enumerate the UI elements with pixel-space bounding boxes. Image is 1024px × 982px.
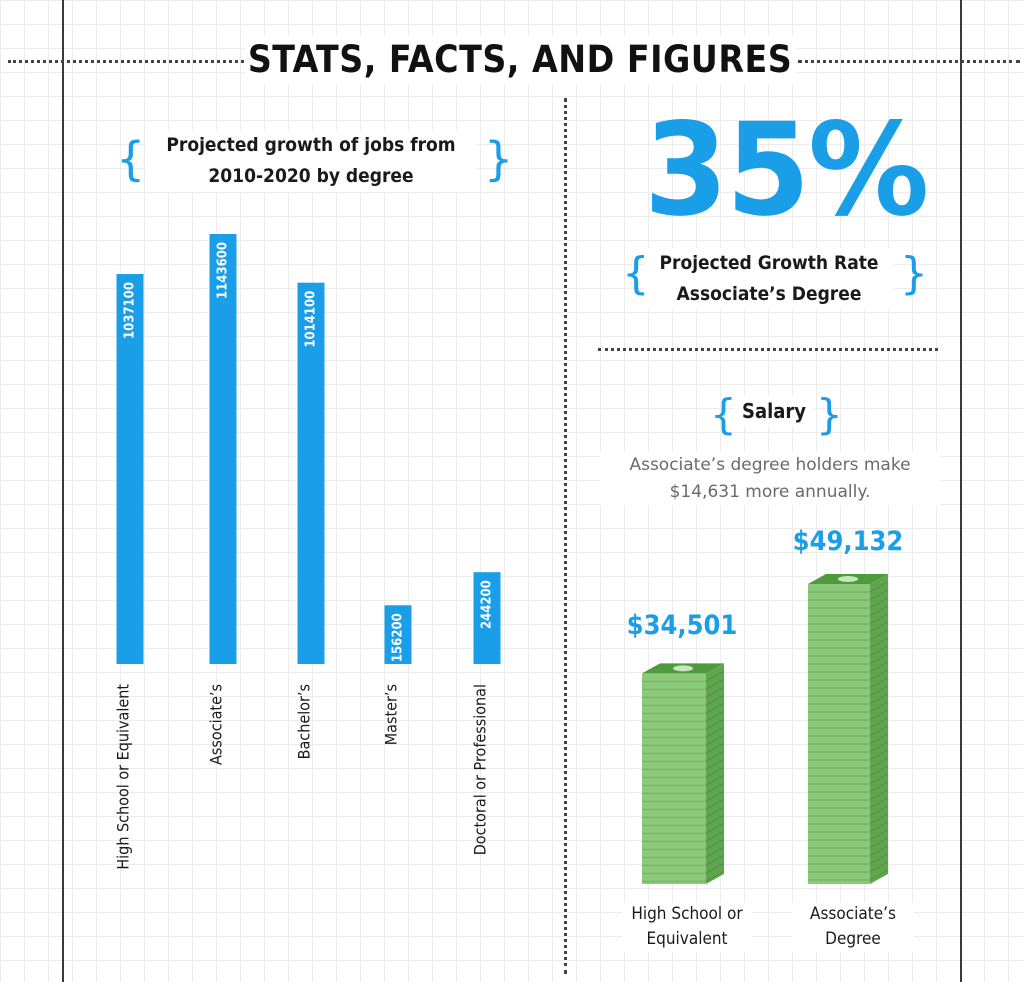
bar-4 (384, 605, 412, 664)
salary-value-associates: $49,132 (792, 526, 904, 557)
title-rule-left (8, 60, 244, 63)
salary-description: Associate’s degree holders make $14,631 … (600, 452, 940, 506)
salary-heading: Salary (734, 396, 814, 427)
left-brace-icon: { (710, 390, 737, 439)
salary-value-high-school: $34,501 (626, 610, 738, 641)
salary-label-associates: Associate’s Degree (792, 902, 914, 952)
money-stack-2 (808, 574, 889, 884)
jobs-chart-title: Projected growth of jobs from 2010-2020 … (146, 130, 476, 192)
bar-3 (297, 282, 325, 664)
right-brace-icon: } (484, 132, 514, 186)
bar-category-label: Doctoral or Professional (471, 684, 490, 855)
growth-rate-value: 35% (644, 96, 929, 245)
bar-1 (116, 274, 144, 664)
bar-value-label: 1143600 (216, 242, 231, 299)
salary-label-high-school: High School or Equivalent (622, 902, 752, 952)
bar-category-label: High School or Equivalent (114, 684, 133, 870)
column-divider (564, 98, 567, 974)
bar-value-label: 1014100 (304, 291, 319, 348)
right-brace-icon: } (900, 248, 928, 299)
money-stack-1 (642, 663, 725, 884)
bar-value-label: 156200 (391, 613, 406, 662)
bar-2 (209, 234, 237, 664)
bar-value-label: 1037100 (123, 282, 138, 339)
page-title: STATS, FACTS, AND FIGURES (244, 36, 796, 84)
bar-value-label: 244200 (480, 580, 495, 629)
left-brace-icon: { (116, 132, 146, 186)
title-rule-right (798, 60, 1020, 63)
bar-category-label: Master’s (382, 684, 401, 745)
right-border-line (960, 0, 962, 982)
right-brace-icon: } (816, 390, 843, 439)
left-border-line (62, 0, 64, 982)
bar-5 (473, 572, 501, 664)
bar-category-label: Associate’s (207, 684, 226, 765)
bar-category-label: Bachelor’s (295, 684, 314, 759)
section-divider (598, 348, 938, 351)
jobs-bar-chart: 1037100 High School or Equivalent 1143600 A… (114, 234, 501, 870)
growth-rate-label: Projected Growth Rate Associate’s Degree (644, 248, 894, 310)
